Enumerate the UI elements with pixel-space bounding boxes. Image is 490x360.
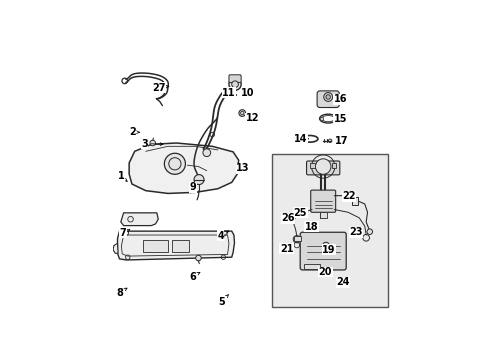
Bar bbox=[294, 236, 301, 242]
Text: 11: 11 bbox=[222, 87, 237, 98]
Bar bbox=[352, 197, 358, 205]
Text: 13: 13 bbox=[236, 163, 249, 174]
Text: 16: 16 bbox=[334, 94, 347, 104]
Bar bbox=[311, 163, 315, 168]
Circle shape bbox=[164, 153, 185, 174]
FancyBboxPatch shape bbox=[229, 75, 241, 82]
Text: 20: 20 bbox=[318, 267, 332, 277]
Text: 5: 5 bbox=[219, 295, 228, 307]
Bar bbox=[172, 240, 189, 252]
Polygon shape bbox=[121, 213, 158, 226]
Text: 18: 18 bbox=[305, 222, 318, 232]
Circle shape bbox=[229, 78, 241, 90]
Text: 25: 25 bbox=[294, 208, 307, 218]
Text: 3: 3 bbox=[141, 139, 163, 149]
Bar bbox=[320, 212, 326, 218]
Bar bbox=[332, 163, 336, 168]
Circle shape bbox=[326, 95, 330, 99]
Text: 24: 24 bbox=[337, 277, 350, 287]
Text: 21: 21 bbox=[280, 244, 294, 254]
Text: 15: 15 bbox=[334, 114, 347, 125]
Polygon shape bbox=[113, 243, 118, 253]
Text: 6: 6 bbox=[189, 271, 200, 282]
Bar bbox=[272, 154, 389, 307]
Circle shape bbox=[232, 81, 238, 87]
Circle shape bbox=[150, 140, 155, 146]
Bar bbox=[320, 117, 323, 120]
Text: 2: 2 bbox=[129, 127, 140, 137]
Bar bbox=[143, 240, 168, 252]
FancyBboxPatch shape bbox=[307, 161, 340, 175]
Text: 1: 1 bbox=[118, 171, 127, 181]
FancyBboxPatch shape bbox=[317, 91, 339, 108]
Circle shape bbox=[194, 175, 204, 185]
Text: 4: 4 bbox=[217, 231, 229, 241]
Text: 22: 22 bbox=[342, 191, 355, 201]
Text: 23: 23 bbox=[349, 227, 363, 237]
Circle shape bbox=[367, 229, 372, 234]
Circle shape bbox=[324, 93, 333, 102]
Text: 7: 7 bbox=[120, 228, 130, 238]
Text: 19: 19 bbox=[322, 245, 336, 255]
Text: 10: 10 bbox=[241, 88, 254, 98]
Text: 27: 27 bbox=[152, 82, 169, 93]
Text: 14: 14 bbox=[294, 134, 308, 144]
Polygon shape bbox=[129, 143, 239, 193]
FancyBboxPatch shape bbox=[300, 232, 346, 270]
Circle shape bbox=[203, 149, 211, 157]
Text: 9: 9 bbox=[190, 183, 197, 192]
FancyBboxPatch shape bbox=[311, 190, 336, 212]
Circle shape bbox=[239, 110, 245, 116]
Bar bbox=[304, 264, 320, 269]
Circle shape bbox=[316, 159, 331, 174]
Text: 17: 17 bbox=[335, 136, 348, 146]
Text: 12: 12 bbox=[246, 113, 259, 123]
Circle shape bbox=[196, 255, 201, 261]
Polygon shape bbox=[118, 231, 235, 260]
Bar bbox=[334, 117, 336, 120]
Text: 8: 8 bbox=[116, 288, 127, 298]
Text: 26: 26 bbox=[281, 213, 294, 224]
